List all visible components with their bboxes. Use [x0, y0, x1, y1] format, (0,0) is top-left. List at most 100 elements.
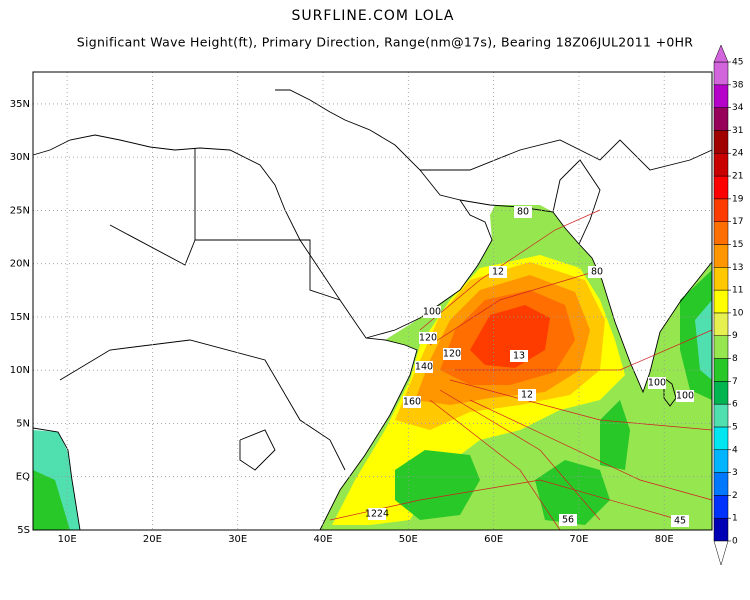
colorbar-band: [713, 107, 729, 131]
colorbar-label: 7: [732, 377, 738, 387]
labels: 10E 20E 30E 40E 50E 60E 70E 80E 35N 30N 25N 20N 15N 1…: [10, 99, 694, 545]
lat-label: 25N: [10, 205, 30, 216]
colorbar-band: [713, 403, 729, 428]
wave-field-green: [395, 450, 480, 520]
contour-label-bg: [415, 361, 433, 373]
contour-label-bg: [510, 350, 528, 362]
border: [109, 224, 196, 266]
wave-field-green: [600, 400, 630, 470]
contour-label-bg: [671, 515, 689, 527]
coastline: [275, 89, 493, 339]
lat-label: 20N: [10, 259, 30, 270]
colorbar-band: [713, 517, 729, 542]
lon-label: 30E: [228, 534, 247, 545]
coastline: [32, 427, 81, 531]
lake: [239, 429, 276, 471]
contour-label-bg: [648, 377, 666, 389]
colorbar-label: 24: [732, 149, 744, 159]
colorbar-label: 8: [732, 354, 738, 364]
lat-label: 5S: [17, 525, 30, 536]
colorbar-label: 1: [732, 514, 738, 524]
contour-line: [429, 399, 561, 531]
lat-label: 35N: [10, 99, 30, 110]
map-frame: [32, 71, 713, 531]
contour-label: 140: [415, 362, 433, 373]
wave-field-guinea: [33, 470, 70, 530]
contour-label-bg: [588, 266, 606, 278]
colorbar-label: 9: [732, 331, 738, 341]
colorbar-band: [713, 84, 729, 108]
map: [32, 71, 713, 531]
contour-line: [449, 379, 713, 431]
lat-label: 10N: [10, 365, 30, 376]
colorbar-label: 0: [732, 537, 738, 547]
colorbar-label: 15: [732, 240, 743, 250]
colorbar-band: [713, 130, 729, 154]
contour-label: 120: [419, 333, 437, 344]
wave-field-cyan: [695, 300, 712, 380]
colorbar-label: 6: [732, 400, 738, 410]
colorbar-band: [713, 426, 729, 451]
colorbar-band: [713, 175, 729, 200]
subtitle: Significant Wave Height(ft), Primary Dir…: [77, 35, 694, 50]
colorbar-band: [713, 335, 729, 359]
colorbar-band: [713, 358, 729, 382]
colorbar-band: [713, 61, 729, 86]
colorbar-label: 34: [732, 103, 744, 113]
lon-label: 60E: [484, 534, 503, 545]
title: SURFLINE.COM LOLA: [292, 8, 455, 24]
colorbar-label: 11: [732, 286, 743, 296]
lat-label: 5N: [16, 418, 30, 429]
colorbar-top-triangle: [713, 44, 729, 63]
lat-label: 30N: [10, 152, 30, 163]
colorbar-band: [713, 221, 729, 245]
contour-label-bg: [518, 389, 536, 401]
contour-label-bg: [419, 332, 437, 344]
colorbar-label: 2: [732, 491, 738, 501]
colorbar-label: 4: [732, 445, 738, 455]
colorbar-label: 38: [732, 80, 744, 90]
colorbar-band: [713, 289, 729, 314]
colorbar-band: [713, 267, 729, 291]
contour-label: 100: [648, 378, 666, 389]
border: [194, 148, 341, 301]
contour-label: 13: [513, 351, 525, 362]
contour-label: 100: [423, 307, 441, 318]
colorbar-band: [713, 244, 729, 268]
colorbar-label: 19: [732, 194, 744, 204]
colorbar-band: [713, 472, 729, 496]
colorbar-label: 45: [732, 58, 743, 68]
contour-label-bg: [423, 306, 441, 318]
contour-label: 45: [674, 516, 686, 527]
contour-label: 120: [443, 349, 461, 360]
contour-label: 56: [562, 515, 574, 526]
colorbar-label: 3: [732, 468, 738, 478]
colorbar-band: [713, 198, 729, 222]
lat-label: EQ: [16, 472, 30, 483]
lon-label: 80E: [655, 534, 674, 545]
lon-label: 70E: [569, 534, 588, 545]
contour-label-bg: [559, 514, 577, 526]
contour-label: 12: [492, 267, 504, 278]
colorbar-band: [713, 152, 729, 177]
contour-line: [439, 389, 601, 521]
colorbar-label: 10: [732, 308, 744, 318]
lat-label: 15N: [10, 312, 30, 323]
contour-label-bg: [676, 390, 694, 402]
contour-line: [469, 399, 713, 501]
contour-label-bg: [489, 266, 507, 278]
wave-field-red: [470, 305, 550, 368]
colorbar-label: 21: [732, 172, 743, 182]
colorbar-bottom-triangle: [713, 540, 729, 566]
contour-label: 160: [403, 397, 421, 408]
contour-label-bg: [514, 206, 532, 218]
colorbar-band: [713, 381, 729, 405]
lon-label: 10E: [58, 534, 77, 545]
contour-label: 100: [676, 391, 694, 402]
colorbar-label: 17: [732, 217, 743, 227]
contour-label-bg: [403, 396, 421, 408]
wave-field-green: [535, 460, 610, 525]
grid: [33, 72, 712, 531]
